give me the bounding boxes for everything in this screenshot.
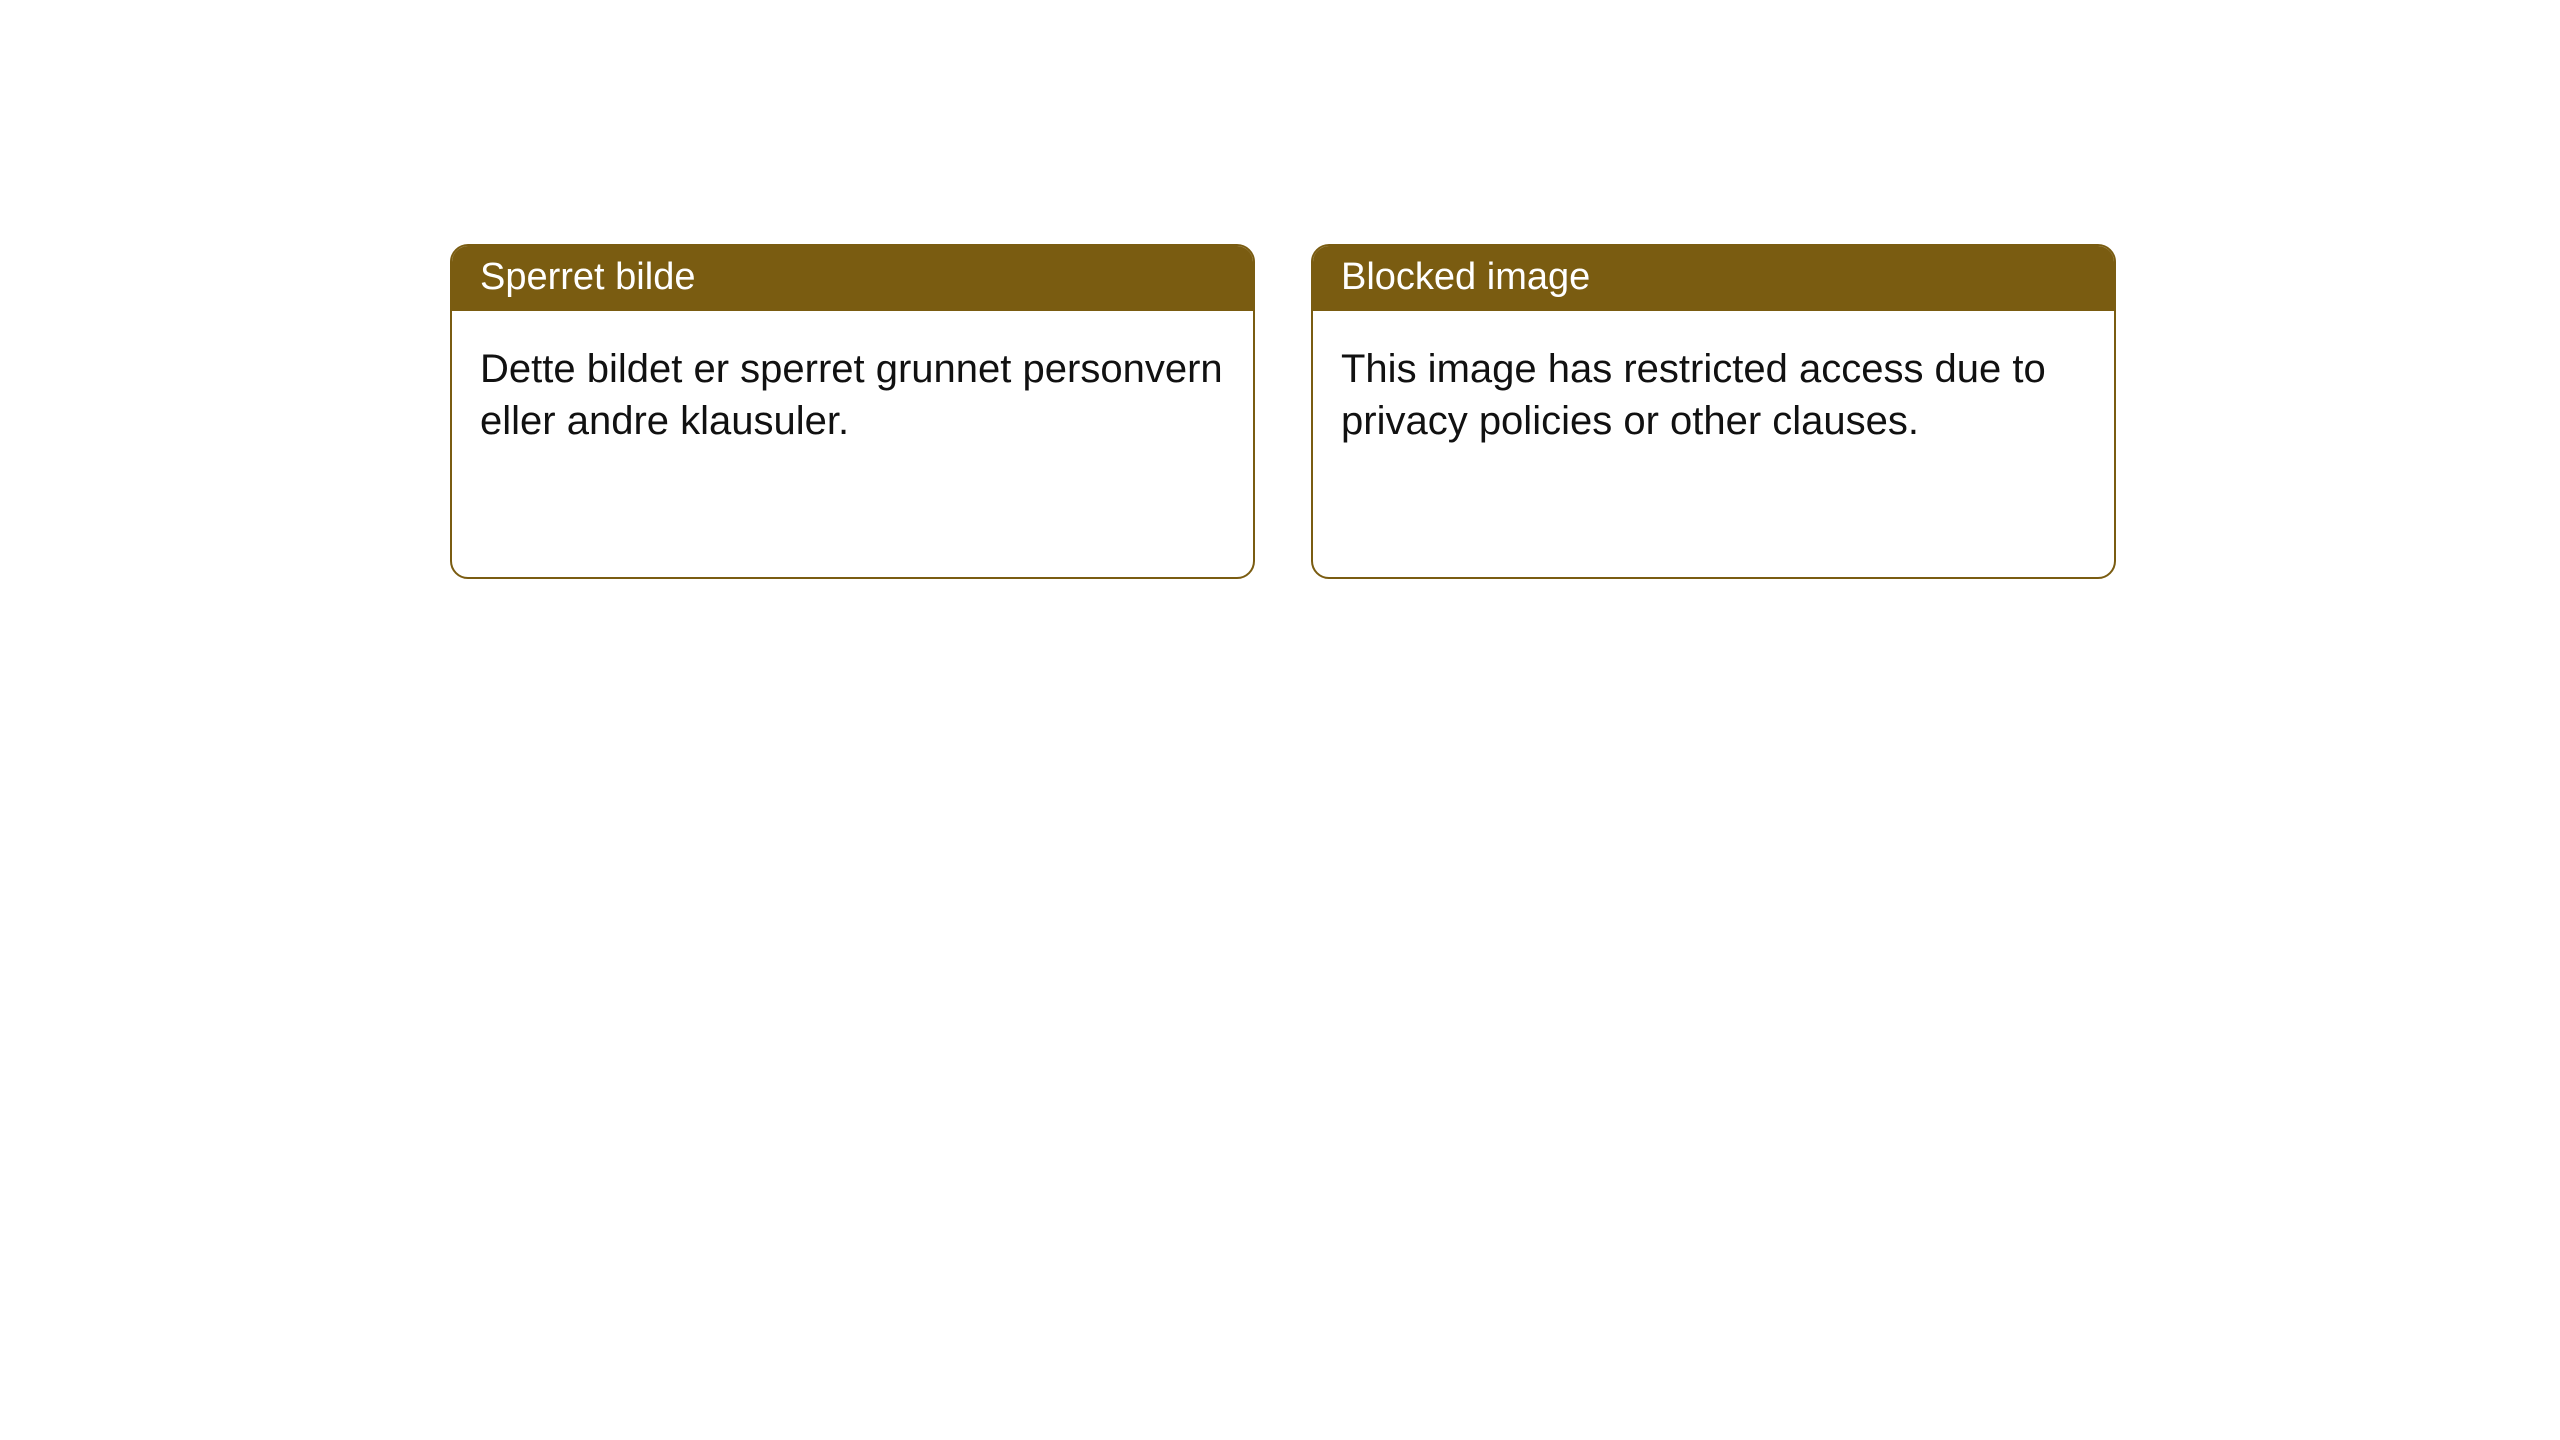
notice-container: Sperret bilde Dette bildet er sperret gr…	[450, 244, 2116, 579]
notice-card-norwegian: Sperret bilde Dette bildet er sperret gr…	[450, 244, 1255, 579]
notice-body: This image has restricted access due to …	[1313, 311, 2114, 479]
notice-card-english: Blocked image This image has restricted …	[1311, 244, 2116, 579]
notice-header: Blocked image	[1313, 246, 2114, 311]
notice-body: Dette bildet er sperret grunnet personve…	[452, 311, 1253, 479]
notice-header: Sperret bilde	[452, 246, 1253, 311]
